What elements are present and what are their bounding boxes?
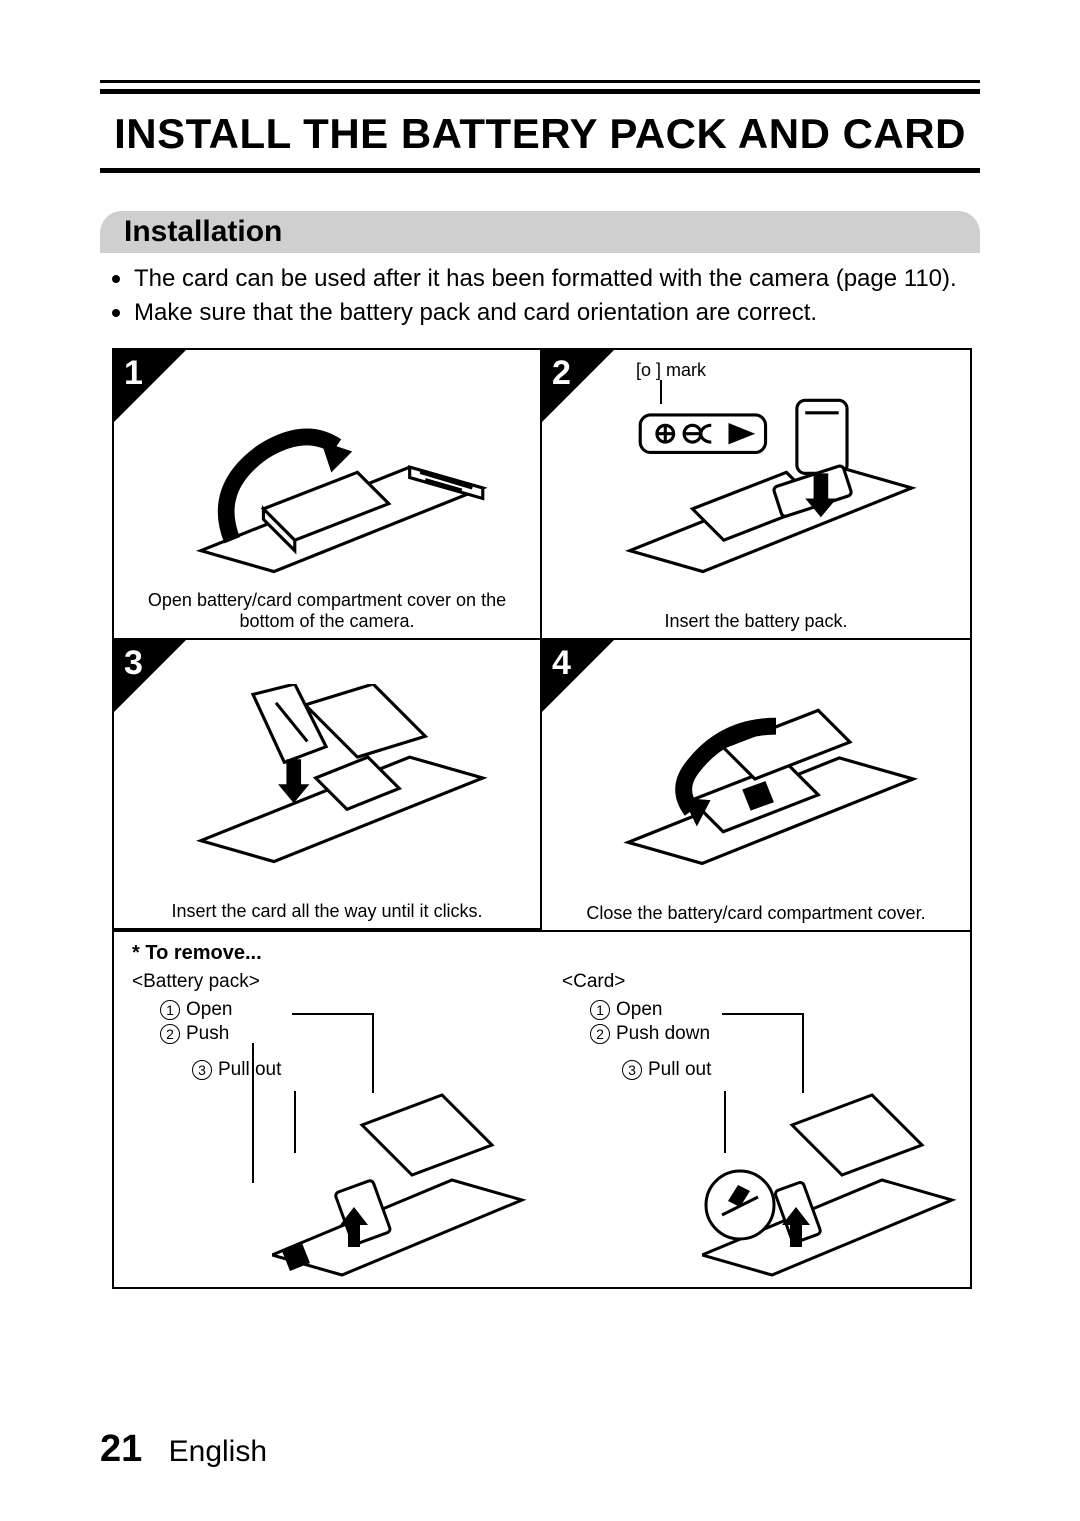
page-footer: 21 English [100,1428,267,1471]
remove-step: Open [186,999,232,1020]
remove-section: * To remove... <Battery pack> 1Open 2Pus… [114,930,970,1287]
step-number: 2 [552,354,571,393]
remove-title: * To remove... [132,942,952,965]
step-number: 1 [124,354,143,393]
step-cell-1: 1 Open battery/card compartment c [114,350,542,640]
step-cell-4: 4 Close the battery/card compartment cov… [542,640,970,930]
insert-card-illustration [174,684,520,872]
page-number: 21 [100,1428,142,1470]
step-caption: Close the battery/card compartment cover… [550,903,962,924]
bullet-item: Make sure that the battery pack and card… [112,297,980,329]
section-heading: Installation [100,211,980,253]
insert-battery-illustration [602,394,950,582]
intro-bullets: The card can be used after it has been f… [112,263,980,330]
page-title: INSTALL THE BATTERY PACK AND CARD [100,104,980,173]
remove-battery-illustration [272,1085,532,1285]
remove-step: Open [616,999,662,1020]
step-caption: Insert the card all the way until it cli… [122,901,532,922]
step-number: 3 [124,644,143,683]
remove-step: Pull out [218,1059,281,1080]
steps-diagram: 1 Open battery/card compartment c [112,348,972,1289]
remove-card-illustration [702,1085,962,1285]
step-number: 4 [552,644,571,683]
step-cell-3: 3 Insert the card all the way until it c… [114,640,542,930]
remove-card-col: <Card> 1Open 2Push down 3Pull out [562,971,952,1281]
step-caption: Open battery/card compartment cover on t… [122,590,532,631]
remove-battery-col: <Battery pack> 1Open 2Push 3Pull out [132,971,522,1281]
step-cell-2: 2 [o ] mark [542,350,970,640]
step-caption: Insert the battery pack. [550,611,962,632]
remove-battery-header: <Battery pack> [132,971,522,993]
bullet-item: The card can be used after it has been f… [112,263,980,295]
open-cover-illustration [174,394,520,582]
remove-card-header: <Card> [562,971,952,993]
page-language: English [169,1435,267,1468]
close-cover-illustration [602,684,950,874]
remove-step: Pull out [648,1059,711,1080]
remove-step: Push down [616,1023,710,1044]
remove-step: Push [186,1023,229,1044]
o-mark-label: [o ] mark [636,360,706,381]
